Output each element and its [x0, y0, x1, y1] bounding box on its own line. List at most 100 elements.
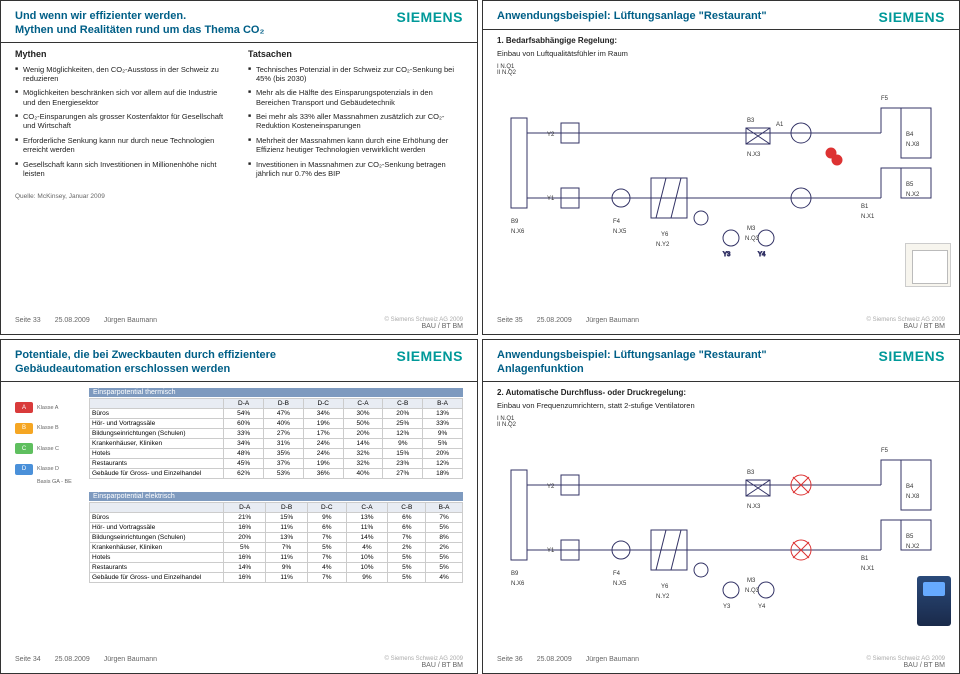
bullet: Gesellschaft kann sich Investitionen in … [15, 160, 230, 179]
svg-text:F5: F5 [881, 448, 889, 454]
svg-text:Y3: Y3 [723, 252, 731, 258]
svg-text:Y1: Y1 [547, 548, 555, 554]
badge: C [15, 443, 33, 454]
footer-right: © Siemens Schweiz AG 2009 BAU / BT BM [867, 317, 945, 330]
bullet: Möglichkeiten beschränken sich vor allem… [15, 88, 230, 107]
electric-block: Einsparpotential elektrisch D-AD-BD-CC-A… [15, 492, 463, 583]
callout-title: 2. Automatische Durchfluss- oder Druckre… [497, 388, 945, 397]
svg-text:F4: F4 [613, 219, 621, 225]
svg-text:B4: B4 [906, 484, 914, 490]
bullet: Mehrheit der Massnahmen kann durch eine … [248, 136, 463, 155]
svg-text:B1: B1 [861, 204, 869, 210]
col-tatsachen: Tatsachen Technisches Potenzial in der S… [248, 49, 463, 184]
footer: Seite 33 25.08.2009 Jürgen Baumann © Sie… [1, 315, 477, 334]
footer-author: Jürgen Baumann [104, 656, 157, 669]
footer-author: Jürgen Baumann [586, 317, 639, 330]
siemens-logo: SIEMENS [878, 348, 945, 364]
title-block: Anwendungsbeispiel: Lüftungsanlage "Rest… [497, 348, 767, 377]
slide-title: Anwendungsbeispiel: Lüftungsanlage "Rest… [497, 9, 767, 23]
footer-unit: BAU / BT BM [385, 323, 463, 330]
footer-right: © Siemens Schweiz AG 2009 BAU / BT BM [385, 656, 463, 669]
footer-right: © Siemens Schweiz AG 2009 BAU / BT BM [385, 317, 463, 330]
siemens-logo: SIEMENS [396, 348, 463, 364]
badge: A [15, 402, 33, 413]
class-a: A Klasse A [15, 402, 83, 415]
svg-text:M3: M3 [747, 578, 756, 584]
bullets-right: Technisches Potenzial in der Schweiz zur… [248, 65, 463, 179]
footer-right: © Siemens Schweiz AG 2009 BAU / BT BM [867, 656, 945, 669]
content: Mythen Wenig Möglichkeiten, den CO₂-Auss… [1, 43, 477, 315]
svg-text:B9: B9 [511, 571, 519, 577]
svg-text:N.X3: N.X3 [747, 152, 761, 158]
bullet: CO₂-Einsparungen als grosser Kostenfakto… [15, 112, 230, 131]
bullet: Bei mehr als 33% aller Massnahmen zusätz… [248, 112, 463, 131]
legend-line: II N.Q2 [497, 70, 945, 76]
bullet: Mehr als die Hälfte des Einsparungspoten… [248, 88, 463, 107]
bullet: Wenig Möglichkeiten, den CO₂-Ausstoss in… [15, 65, 230, 84]
footer-author: Jürgen Baumann [104, 317, 157, 330]
svg-text:N.X2: N.X2 [906, 544, 920, 550]
callout-title: 1. Bedarfsabhängige Regelung: [497, 36, 945, 45]
footer-date: 25.08.2009 [55, 317, 90, 330]
electric-table-wrap: Einsparpotential elektrisch D-AD-BD-CC-A… [89, 492, 463, 583]
hvac-diagram: F5 B4 N.X8 B5 N.X2 B3 N.X3 B1 N.X1 B9 N.… [497, 430, 945, 620]
bullets-left: Wenig Möglichkeiten, den CO₂-Ausstoss in… [15, 65, 230, 179]
diagram-svg: Y3 Y4 F5 B4 N.X8 B5 N.X2 B3 N.X3 A1 [497, 78, 945, 268]
sensor-device-image [905, 243, 951, 287]
svg-text:N.X2: N.X2 [906, 192, 920, 198]
slide-title: Und wenn wir effizienter werden. [15, 9, 264, 23]
svg-text:Y4: Y4 [758, 252, 766, 258]
svg-text:N.X6: N.X6 [511, 581, 525, 587]
slide-subtitle: Anlagenfunktion [497, 362, 767, 376]
svg-text:N.Y2: N.Y2 [656, 242, 670, 248]
footer-left: Seite 36 25.08.2009 Jürgen Baumann [497, 656, 639, 669]
slide-35: Anwendungsbeispiel: Lüftungsanlage "Rest… [482, 0, 960, 335]
table-title-thermal: Einsparpotential thermisch [89, 388, 463, 397]
class-sub: Basis GA - BE [37, 479, 83, 485]
legend: I N.Q1 II N.Q2 [497, 416, 945, 428]
svg-text:N.X5: N.X5 [613, 581, 627, 587]
col-title-left: Mythen [15, 49, 230, 59]
siemens-logo: SIEMENS [878, 9, 945, 25]
class-b: BKlasse B [15, 422, 83, 435]
class-label: Klasse A [37, 405, 83, 411]
title-block: Und wenn wir effizienter werden. Mythen … [15, 9, 264, 38]
footer-unit: BAU / BT BM [867, 662, 945, 669]
footer-date: 25.08.2009 [537, 656, 572, 669]
diagram-svg: F5 B4 N.X8 B5 N.X2 B3 N.X3 B1 N.X1 B9 N.… [497, 430, 945, 620]
slide-subtitle: Mythen und Realitäten rund um das Thema … [15, 23, 264, 37]
svg-text:F5: F5 [881, 96, 889, 102]
content: 1. Bedarfsabhängige Regelung: Einbau von… [483, 30, 959, 315]
svg-text:Y6: Y6 [661, 584, 669, 590]
class-label: Klasse B [37, 425, 83, 431]
two-column: Mythen Wenig Möglichkeiten, den CO₂-Auss… [15, 49, 463, 184]
header: Potentiale, die bei Zweckbauten durch ef… [1, 340, 477, 382]
footer: Seite 35 25.08.2009 Jürgen Baumann © Sie… [483, 315, 959, 334]
svg-text:B1: B1 [861, 556, 869, 562]
footer: Seite 36 25.08.2009 Jürgen Baumann © Sie… [483, 654, 959, 673]
header: Anwendungsbeispiel: Lüftungsanlage "Rest… [483, 340, 959, 382]
svg-text:Y1: Y1 [547, 196, 555, 202]
slide-34: Potentiale, die bei Zweckbauten durch ef… [0, 339, 478, 674]
footer-date: 25.08.2009 [537, 317, 572, 330]
slide-36: Anwendungsbeispiel: Lüftungsanlage "Rest… [482, 339, 960, 674]
bullet: Erforderliche Senkung kann nur durch neu… [15, 136, 230, 155]
vfd-device-image [917, 576, 951, 626]
callout-sub: Einbau von Frequenzumrichtern, statt 2-s… [497, 401, 945, 410]
bullet: Investitionen in Massnahmen zur CO₂-Senk… [248, 160, 463, 179]
footer-unit: BAU / BT BM [385, 662, 463, 669]
siemens-logo: SIEMENS [396, 9, 463, 25]
hvac-diagram: Y3 Y4 F5 B4 N.X8 B5 N.X2 B3 N.X3 A1 [497, 78, 945, 268]
svg-text:Y6: Y6 [661, 232, 669, 238]
svg-text:N.X8: N.X8 [906, 494, 920, 500]
svg-text:B3: B3 [747, 118, 755, 124]
col-mythen: Mythen Wenig Möglichkeiten, den CO₂-Auss… [15, 49, 230, 184]
footer-left: Seite 35 25.08.2009 Jürgen Baumann [497, 317, 639, 330]
class-d-sub: Basis GA - BE [15, 476, 83, 489]
slide-title: Potentiale, die bei Zweckbauten durch ef… [15, 348, 315, 377]
page-number: Seite 36 [497, 656, 523, 669]
slide-title: Anwendungsbeispiel: Lüftungsanlage "Rest… [497, 348, 767, 362]
svg-text:B9: B9 [511, 219, 519, 225]
footer-unit: BAU / BT BM [867, 323, 945, 330]
table-electric: D-AD-BD-CC-AC-BB-ABüros21%15%9%13%6%7%Hö… [89, 502, 463, 583]
